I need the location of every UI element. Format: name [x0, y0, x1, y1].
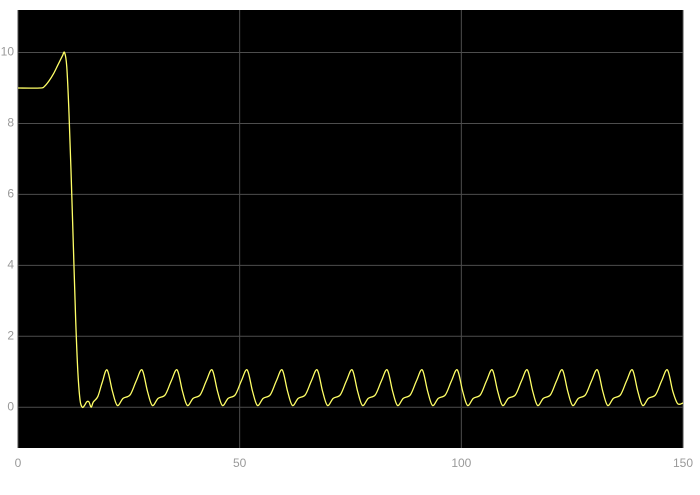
- x-tick-label: 150: [673, 456, 693, 470]
- x-tick-label: 100: [451, 456, 471, 470]
- y-tick-label: 6: [7, 187, 14, 201]
- y-tick-label: 8: [7, 116, 14, 130]
- y-tick-label: 10: [1, 45, 15, 59]
- plot-area: [18, 10, 683, 448]
- line-series: [17, 51, 684, 409]
- y-tick-label: 0: [7, 399, 14, 413]
- x-tick-label: 50: [233, 456, 247, 470]
- x-tick-label: 0: [15, 456, 22, 470]
- y-tick-label: 2: [7, 328, 14, 342]
- y-tick-label: 4: [7, 258, 14, 272]
